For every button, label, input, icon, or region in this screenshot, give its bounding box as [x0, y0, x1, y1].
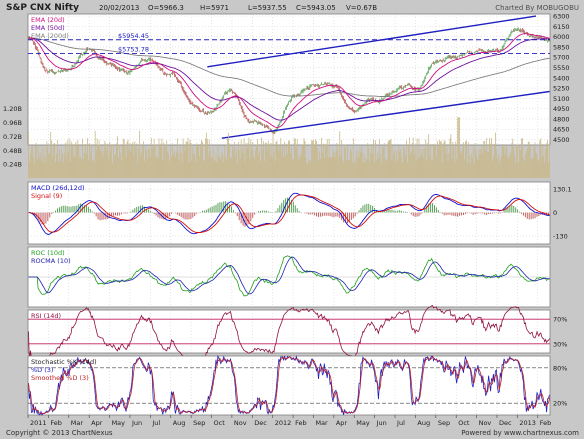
volume-tick-label: 0.48B — [3, 147, 22, 155]
stoch-tick-label: 80% — [553, 364, 567, 372]
stochastic-panel-frame — [27, 355, 551, 416]
copyright-text: Copyright © 2013 ChartNexus — [6, 429, 113, 437]
price-tick-label: 5250 — [553, 85, 570, 93]
x-tick-label: Sep — [193, 419, 205, 427]
stoch-tick-label: 20% — [553, 400, 567, 408]
x-tick-label: Dec — [254, 419, 267, 427]
quote-close: C=5943.05 — [296, 4, 336, 12]
x-tick-label: May — [356, 419, 370, 427]
level-label: $5954.45 — [118, 32, 149, 40]
price-tick-label: 6300 — [553, 13, 570, 21]
volume-panel: 1.20B 0.96B 0.72B 0.48B 0.24B — [3, 105, 550, 178]
x-tick-label: 2012 — [275, 419, 292, 427]
volume-tick-label: 0.24B — [3, 161, 22, 169]
x-tick-label: Jul — [151, 419, 160, 427]
price-tick-label: 4800 — [553, 115, 570, 123]
roc-legend-entry: ROC (10d) — [31, 249, 65, 257]
price-legend-entry: EMA (200d) — [31, 32, 69, 40]
quote-date: 20/02/2013 — [99, 4, 139, 12]
stoch-legend-entry: Smoothed %D (3) — [31, 374, 89, 382]
x-tick-label: Dec — [499, 419, 512, 427]
rsi-panel: 70% 30% RSI (14d) — [27, 305, 567, 363]
rsi-panel-frame — [27, 309, 551, 354]
price-tick-label: 6150 — [553, 23, 570, 31]
stoch-legend-entry: Stochastic %K (14d) — [31, 358, 97, 366]
roc-line — [28, 255, 550, 297]
volume-tick-label: 1.20B — [3, 105, 22, 113]
macd-signal-line — [28, 194, 550, 233]
channel-lower-line — [221, 90, 550, 139]
price-tick-label: 5700 — [553, 54, 570, 62]
level-label: $5753.78 — [118, 46, 149, 54]
quote-low: L=5937.55 — [248, 4, 287, 12]
macd-legend-entry: MACD (26d,12d) — [31, 184, 84, 192]
macd-legend-entry: Signal (9) — [31, 192, 62, 200]
price-panel: 4500 4650 4800 4950 5100 5250 5400 5550 5700 5850… — [27, 13, 570, 146]
roc-panel: ROC (10d)ROCMA (10) — [27, 246, 551, 308]
quote-high: H=5971 — [200, 4, 229, 12]
rocma-line — [28, 256, 550, 295]
price-tick-label: 6000 — [553, 33, 570, 41]
price-tick-label: 5850 — [553, 43, 570, 51]
rsi-tick-label: 70% — [553, 316, 567, 324]
stoch-legend-entry: %D (3) — [31, 366, 53, 374]
x-tick-label: Jun — [131, 419, 142, 427]
macd-tick-label: 130.1 — [553, 186, 572, 194]
x-tick-label: Feb — [50, 419, 62, 427]
x-tick-label: 2013 — [519, 419, 536, 427]
volume-tick-label: 0.72B — [3, 133, 22, 141]
x-tick-label: Apr — [336, 419, 348, 427]
price-tick-label: 5400 — [553, 74, 570, 82]
chart-credit: Charted By MOBUGOBU — [495, 4, 579, 12]
price-legend-entry: EMA (50d) — [31, 24, 65, 32]
x-tick-label: Mar — [71, 419, 84, 427]
ema-50-line — [28, 37, 550, 121]
ema-20-line — [28, 33, 550, 128]
price-tick-label: 4950 — [553, 105, 570, 113]
stoch-d-line — [28, 356, 550, 415]
quote-volume: V=0.67B — [346, 4, 377, 12]
volume-tick-label: 0.96B — [3, 119, 22, 127]
x-tick-label: Nov — [479, 419, 492, 427]
x-tick-label: Nov — [234, 419, 247, 427]
rsi-tick-label: 30% — [553, 340, 567, 348]
stochastic-panel: 80% 20% Stochastic %K (14d)%D (3)Smoothed … — [27, 354, 567, 416]
x-axis: 2011 Feb Mar Apr May Jun Jul Aug Sep Oct Nov Dec 201… — [27, 415, 552, 427]
x-tick-label: Aug — [417, 419, 430, 427]
x-tick-label: 2011 — [30, 419, 47, 427]
rsi-legend-entry: RSI (14d) — [31, 312, 61, 320]
x-tick-label: Feb — [295, 419, 307, 427]
x-tick-label: Oct — [214, 419, 226, 427]
x-tick-label: Aug — [173, 419, 186, 427]
x-tick-label: Sep — [438, 419, 450, 427]
ema-200-line — [28, 37, 550, 97]
price-tick-label: 4650 — [553, 126, 570, 134]
x-tick-label: Apr — [91, 419, 103, 427]
price-tick-label: 5100 — [553, 95, 570, 103]
channel-upper-line — [207, 15, 537, 68]
quote-open: O=5966.3 — [148, 4, 184, 12]
price-legend-entry: EMA (20d) — [31, 16, 65, 24]
x-tick-label: May — [112, 419, 126, 427]
symbol-title: S&P CNX Nifty — [6, 3, 79, 13]
x-tick-label: Mar — [315, 419, 328, 427]
roc-legend-entry: ROCMA (10) — [31, 257, 71, 265]
rsi-line — [28, 305, 550, 363]
macd-line — [28, 192, 550, 235]
x-tick-label: Jun — [376, 419, 387, 427]
price-tick-label: 4500 — [553, 136, 570, 144]
x-tick-label: Oct — [458, 419, 470, 427]
macd-panel: 130.1 0 -130 MACD (26d,12d)Signal (9) — [27, 181, 572, 245]
macd-tick-label: -130 — [553, 232, 568, 240]
x-tick-label: Jul — [396, 419, 405, 427]
x-tick-label: Feb — [540, 419, 552, 427]
powered-by-text: Powered by www.chartnexus.com — [461, 429, 579, 437]
macd-tick-label: 0 — [553, 209, 557, 217]
price-tick-label: 5550 — [553, 64, 570, 72]
price-panel-frame — [27, 13, 551, 146]
